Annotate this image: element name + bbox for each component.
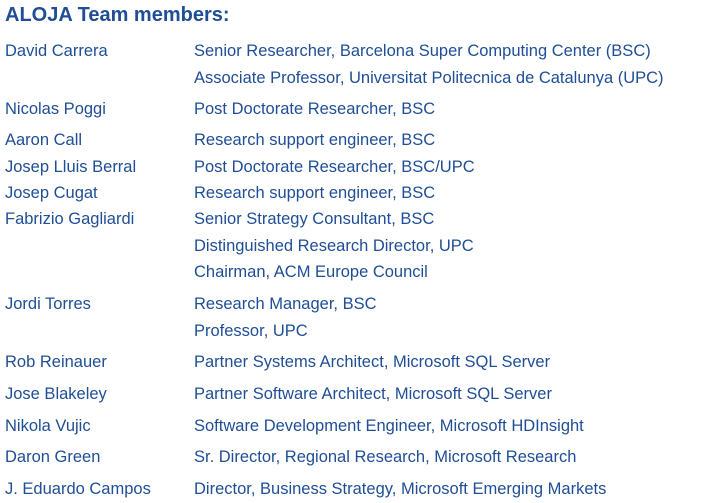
member-roles: Senior Researcher, Barcelona Super Compu… (194, 38, 664, 91)
member-role: Sr. Director, Regional Research, Microso… (194, 448, 577, 466)
member-name: Jordi Torres (5, 295, 91, 313)
member-role: Post Doctorate Researcher, BSC/UPC (194, 158, 475, 176)
member-name: Aaron Call (5, 131, 83, 149)
member-name: Daron Green (5, 448, 101, 466)
member-roles: Partner Software Architect, Microsoft SQ… (194, 381, 552, 408)
member-roles: Research support engineer, BSC (194, 127, 435, 154)
member-role: Professor, UPC (194, 321, 308, 340)
member-name: David Carrera (5, 42, 108, 60)
member-roles: Research support engineer, BSC (194, 180, 435, 207)
member-name: Jose Blakeley (5, 385, 107, 403)
member-role: Research support engineer, BSC (194, 131, 436, 149)
member-roles: Research Manager, BSC Professor, UPC (194, 291, 377, 344)
member-name: J. Eduardo Campos (5, 480, 151, 498)
member-roles: Senior Strategy Consultant, BSC Distingu… (194, 206, 474, 286)
member-role: Software Development Engineer, Microsoft… (194, 417, 584, 435)
member-roles: Sr. Director, Regional Research, Microso… (194, 444, 576, 471)
member-role: Director, Business Strategy, Microsoft E… (194, 480, 607, 498)
member-role: Partner Software Architect, Microsoft SQ… (194, 385, 552, 403)
member-roles: Post Doctorate Researcher, BSC/UPC (194, 154, 475, 181)
member-roles: Software Development Engineer, Microsoft… (194, 413, 584, 440)
member-role: Senior Strategy Consultant, BSC (194, 210, 435, 228)
member-name: Fabrizio Gagliardi (5, 210, 135, 228)
member-name: Josep Cugat (5, 184, 98, 202)
member-role: Senior Researcher, Barcelona Super Compu… (194, 42, 651, 60)
page-title: ALOJA Team members: (5, 4, 230, 26)
member-role: Research support engineer, BSC (194, 184, 436, 202)
member-role: Chairman, ACM Europe Council (194, 263, 428, 281)
member-role: Distinguished Research Director, UPC (194, 236, 474, 255)
member-role: Partner Systems Architect, Microsoft SQL… (194, 353, 551, 371)
member-name: Nicolas Poggi (5, 100, 106, 118)
member-name: Nikola Vujic (5, 417, 91, 435)
member-role: Research Manager, BSC (194, 295, 377, 313)
member-roles: Director, Business Strategy, Microsoft E… (194, 476, 606, 503)
member-name: Rob Reinauer (5, 353, 107, 371)
member-name: Josep Lluis Berral (5, 158, 137, 176)
member-roles: Partner Systems Architect, Microsoft SQL… (194, 349, 550, 376)
member-role: Associate Professor, Universitat Politec… (194, 68, 664, 87)
member-role: Post Doctorate Researcher, BSC (194, 100, 436, 118)
member-roles: Post Doctorate Researcher, BSC (194, 96, 435, 123)
